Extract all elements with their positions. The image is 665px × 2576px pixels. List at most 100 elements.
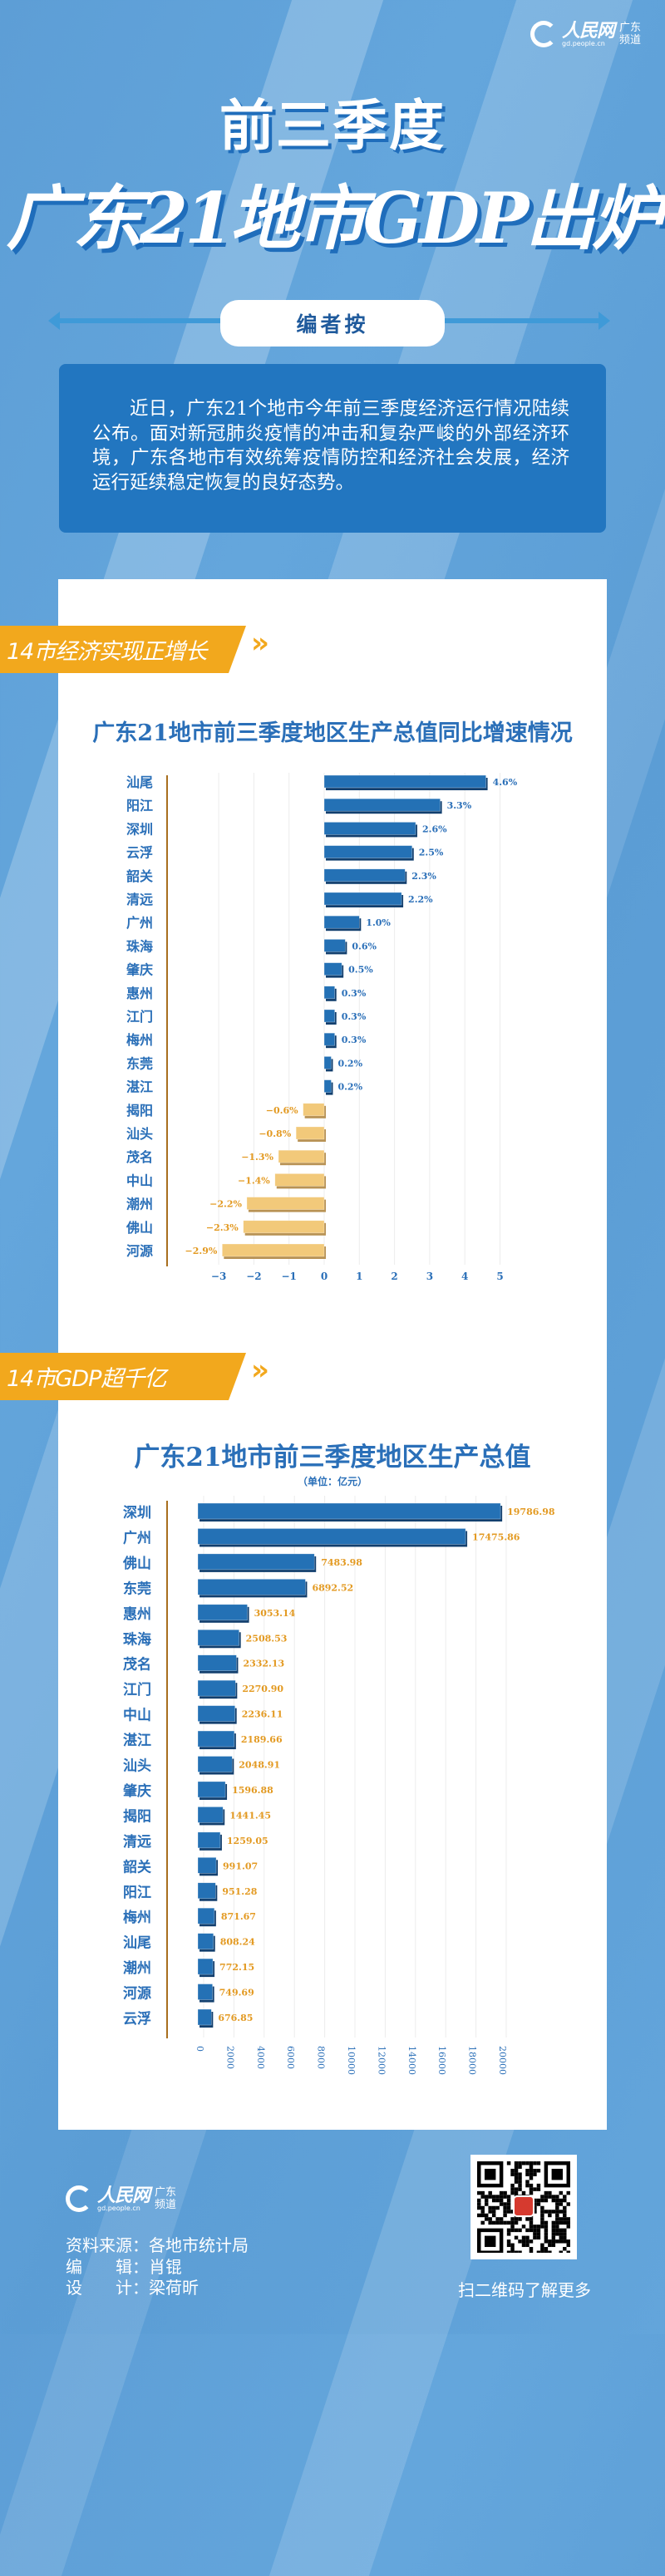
qr-module	[536, 2198, 541, 2203]
value-label: 7483.98	[321, 1557, 362, 1568]
x-tick-label: 10000	[346, 2046, 357, 2075]
qr-module	[510, 2187, 515, 2191]
qr-module	[540, 2220, 544, 2225]
qr-module	[563, 2239, 567, 2244]
bar	[197, 1553, 315, 1571]
bar	[197, 1857, 217, 1874]
bar	[197, 1831, 221, 1849]
qr-module	[514, 2180, 519, 2184]
qr-module	[510, 2228, 515, 2233]
qr-module	[559, 2232, 564, 2236]
logo-url: gd.people.cn	[562, 39, 605, 47]
qr-module	[514, 2175, 519, 2180]
x-tick-label: 2	[391, 1271, 397, 1282]
value-label: −1.4%	[238, 1175, 270, 1186]
qr-module	[540, 2213, 544, 2218]
qr-module	[495, 2195, 500, 2199]
qr-module	[510, 2210, 515, 2214]
qr-module	[518, 2180, 522, 2184]
qr-module	[495, 2198, 500, 2203]
value-label: 2.6%	[422, 823, 447, 834]
qr-module	[499, 2195, 504, 2199]
qr-module	[529, 2165, 534, 2169]
value-label: −1.3%	[241, 1152, 273, 1163]
qr-module	[559, 2220, 564, 2225]
title-line-2: 广东21地市GDP出炉	[6, 177, 663, 259]
qr-module	[544, 2195, 549, 2199]
category-label: 云浮	[126, 845, 153, 861]
qr-module	[514, 2168, 519, 2173]
category-label: 广州	[123, 1529, 151, 1546]
value-label: 2508.53	[246, 1633, 288, 1644]
chart2-title: 广东21地市前三季度地区生产总值	[134, 1443, 531, 1472]
qr-module	[529, 2239, 534, 2244]
qr-module	[533, 2228, 537, 2233]
qr-module	[503, 2202, 507, 2206]
bar	[278, 1149, 325, 1163]
qr-module	[551, 2228, 556, 2233]
qr-module	[544, 2190, 549, 2195]
qr-module	[540, 2205, 544, 2210]
value-label: 19786.98	[507, 1507, 555, 1517]
qr-module	[548, 2213, 552, 2218]
qr-module	[514, 2228, 519, 2233]
bar	[197, 1907, 215, 1925]
qr-finder	[484, 2235, 496, 2248]
x-tick-label: −2	[246, 1271, 261, 1282]
qr-module	[503, 2190, 507, 2195]
qr-module	[499, 2202, 504, 2206]
bar	[303, 1103, 325, 1117]
qr-module	[477, 2190, 481, 2195]
qr-module	[525, 2168, 530, 2173]
qr-module	[488, 2205, 492, 2210]
qr-module	[551, 2210, 556, 2214]
bar	[197, 1984, 213, 2000]
category-label: 深圳	[126, 821, 153, 837]
qr-module	[518, 2183, 522, 2188]
qr-module	[540, 2198, 544, 2203]
value-label: 2236.11	[242, 1709, 283, 1720]
qr-module	[491, 2195, 496, 2199]
qr-module	[510, 2220, 515, 2225]
category-label: 河源	[123, 1985, 151, 2003]
category-label: 茂名	[123, 1656, 151, 1674]
value-label: 1596.88	[232, 1785, 273, 1796]
qr-module	[544, 2210, 549, 2214]
bar	[274, 1173, 325, 1187]
qr-module	[488, 2210, 492, 2214]
qr-module	[566, 2243, 570, 2248]
qr-module	[529, 2217, 534, 2221]
value-label: 2332.13	[243, 1659, 284, 1669]
qr-module	[488, 2220, 492, 2225]
qr-module	[548, 2195, 552, 2199]
qr-module	[477, 2213, 481, 2218]
qr-module	[510, 2243, 515, 2248]
qr-module	[563, 2232, 567, 2236]
qr-module	[566, 2202, 570, 2206]
category-label: 江门	[123, 1681, 151, 1698]
qr-module	[521, 2190, 526, 2195]
qr-module	[521, 2235, 526, 2240]
qr-module	[533, 2187, 537, 2191]
qr-module	[506, 2228, 511, 2233]
category-label: 阳江	[126, 798, 153, 814]
qr-code[interactable]	[470, 2155, 577, 2259]
value-label: 1259.05	[227, 1836, 268, 1846]
qr-module	[551, 2239, 556, 2244]
qr-module	[536, 2187, 541, 2191]
qr-module	[555, 2205, 559, 2210]
qr-module	[551, 2195, 556, 2199]
qr-module	[551, 2232, 556, 2236]
category-label: 揭阳	[123, 1807, 151, 1825]
value-label: 17475.86	[472, 1531, 520, 1542]
qr-module	[503, 2195, 507, 2199]
qr-module	[503, 2210, 507, 2214]
value-label: 808.24	[220, 1937, 255, 1948]
value-label: 1.0%	[366, 917, 391, 928]
bar	[197, 1604, 248, 1621]
category-label: 阳江	[123, 1885, 151, 1901]
category-label: 河源	[126, 1243, 153, 1259]
value-label: 3.3%	[447, 800, 472, 811]
qr-module	[477, 2205, 481, 2210]
value-label: −0.6%	[266, 1105, 298, 1116]
